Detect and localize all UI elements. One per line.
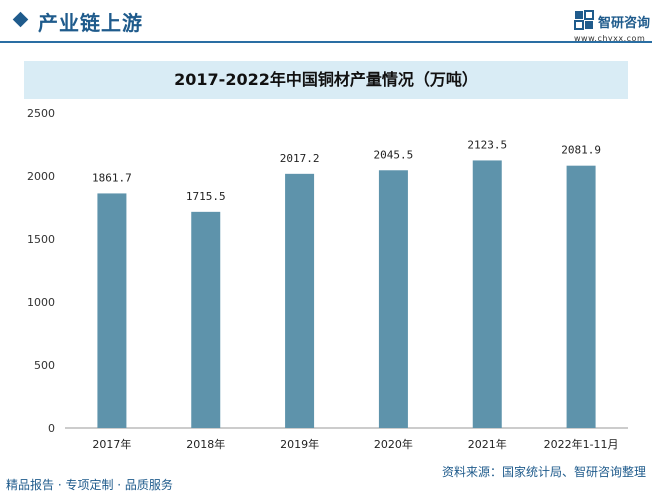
y-tick-label: 1500 (27, 233, 55, 246)
y-tick-label: 1000 (27, 296, 55, 309)
chart-title-band: 2017-2022年中国铜材产量情况（万吨） (24, 61, 628, 99)
chart-title: 2017-2022年中国铜材产量情况（万吨） (174, 70, 478, 89)
data-label: 2123.5 (467, 138, 507, 151)
bar (285, 173, 315, 428)
x-tick-label: 2020年 (374, 437, 413, 451)
y-tick-label: 2500 (27, 107, 55, 120)
source-note: 资料来源：国家统计局、智研咨询整理 (441, 465, 646, 479)
y-tick-label: 500 (34, 359, 55, 372)
data-label: 1861.7 (92, 171, 132, 184)
x-tick-label: 2018年 (186, 437, 225, 451)
header-title: 产业链上游 (38, 11, 143, 35)
x-tick-label: 2019年 (280, 437, 319, 451)
logo-icon (574, 10, 594, 30)
header-divider (0, 41, 652, 43)
y-tick-label: 2000 (27, 170, 55, 183)
footer-tagline: 精品报告 · 专项定制 · 品质服务 (6, 478, 173, 492)
bar-chart: 0 500 1000 1500 2000 2500 1861.7 2017年 1715.5 201… (27, 107, 628, 451)
data-label: 1715.5 (186, 190, 226, 203)
bar (191, 211, 221, 428)
logo-url: www.chyxx.com (574, 34, 646, 43)
data-label: 2045.5 (374, 148, 414, 161)
y-tick-label: 0 (48, 422, 55, 435)
bar (378, 170, 408, 428)
bar (97, 193, 127, 428)
bar (566, 165, 596, 428)
data-label: 2081.9 (561, 144, 601, 157)
x-tick-label: 2021年 (468, 437, 507, 451)
data-label: 2017.2 (280, 152, 320, 165)
x-tick-label: 2017年 (92, 437, 131, 451)
page-header: 产业链上游 智研咨询 www.chyxx.com (0, 0, 652, 44)
bar (472, 160, 502, 428)
x-tick-label: 2022年1-11月 (544, 437, 619, 451)
logo-name: 智研咨询 (598, 16, 651, 31)
diamond-icon (12, 11, 29, 28)
